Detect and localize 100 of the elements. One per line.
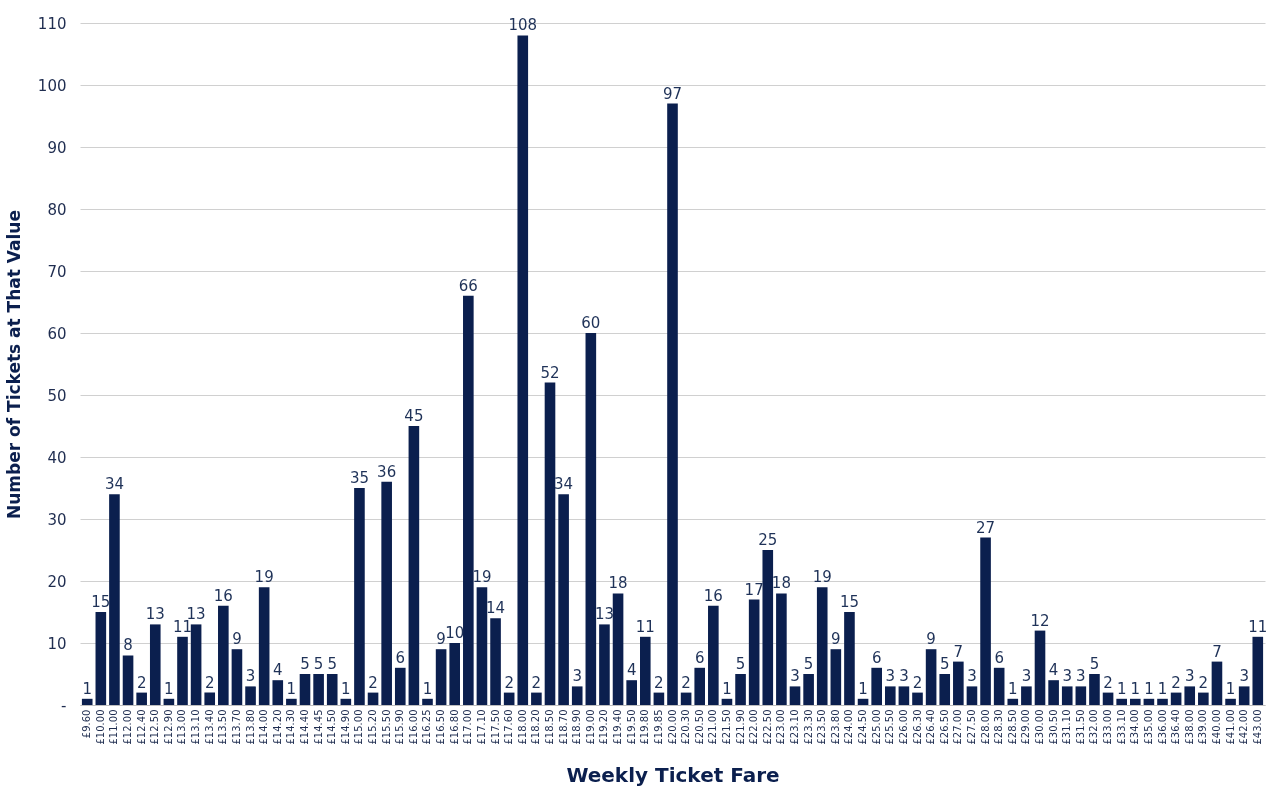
data-label: 52	[540, 363, 560, 382]
data-label: 3	[967, 667, 977, 686]
bar	[585, 333, 597, 705]
x-tick-label: £29.00	[1020, 709, 1032, 745]
bar	[1170, 692, 1182, 705]
x-tick-label: £17.60	[503, 709, 515, 745]
bar	[830, 649, 842, 705]
x-tick-label: £20.30	[680, 709, 692, 745]
bar	[367, 692, 379, 705]
y-tick-label: 80	[47, 200, 67, 219]
y-tick-label: 90	[47, 138, 67, 157]
data-label: 5	[300, 655, 310, 673]
y-tick-label: 20	[47, 572, 67, 591]
x-tick-label: £13.80	[244, 709, 256, 745]
data-label: 25	[758, 531, 778, 549]
data-label: 1	[422, 679, 433, 698]
x-tick-label: £21.90	[734, 709, 746, 745]
x-tick-label: £13.10	[190, 709, 202, 745]
x-tick-label: £36.00	[1156, 709, 1168, 745]
bar	[122, 655, 134, 705]
data-label: 2	[1171, 673, 1181, 692]
x-tick-label: £20.50	[693, 709, 705, 745]
x-tick-label: £43.00	[1251, 709, 1263, 745]
x-tick-label: £30.00	[1034, 709, 1046, 745]
x-tick-label: £30.50	[1047, 709, 1059, 745]
x-tick-label: £17.50	[489, 709, 501, 745]
bar	[531, 692, 542, 705]
x-tick-label: £26.00	[897, 709, 909, 745]
x-tick-label: £18.00	[516, 709, 528, 745]
bar	[993, 667, 1005, 705]
bar	[939, 674, 951, 705]
bar	[1143, 698, 1155, 705]
data-label: 2	[1198, 673, 1209, 692]
x-tick-label: £19.50	[625, 709, 637, 745]
bar	[1021, 686, 1032, 705]
data-label: 11	[1248, 617, 1268, 636]
x-tick-label: £14.45	[312, 709, 324, 745]
x-tick-label: £19.80	[639, 709, 651, 745]
data-label: 3	[572, 667, 582, 686]
bar	[966, 686, 978, 705]
data-label: 1	[1116, 679, 1127, 698]
bar	[476, 587, 488, 705]
data-label: 34	[554, 475, 574, 494]
x-tick-label: £36.40	[1170, 709, 1182, 745]
x-tick-label: £24.50	[857, 709, 869, 745]
y-axis-title: Number of Tickets at That Value	[3, 210, 24, 519]
x-tick-label: £23.00	[775, 709, 787, 745]
data-label: 2	[204, 673, 215, 692]
data-label: 6	[694, 648, 705, 667]
x-tick-label: £23.10	[789, 709, 800, 745]
data-label: 11	[635, 617, 655, 636]
bar	[1007, 698, 1019, 705]
data-label: 1	[1225, 679, 1236, 698]
bar	[1225, 698, 1236, 705]
x-tick-label: £14.90	[339, 709, 351, 745]
x-tick-label: £40.00	[1210, 709, 1222, 745]
x-tick-label: £14.50	[326, 709, 338, 745]
data-label: 1	[1144, 679, 1154, 698]
bar	[190, 624, 202, 705]
bar	[953, 661, 964, 705]
bar	[1034, 630, 1046, 705]
x-tick-label: £14.30	[285, 709, 297, 745]
data-label: 6	[395, 648, 406, 667]
bar	[599, 624, 610, 705]
data-label: 1	[1130, 679, 1141, 698]
bar	[245, 686, 256, 705]
x-tick-label: £38.00	[1183, 709, 1195, 745]
x-tick-label: £20.00	[666, 709, 678, 745]
data-label: 35	[349, 469, 369, 487]
x-tick-label: £23.50	[816, 709, 828, 745]
x-tick-label: £26.30	[911, 709, 923, 745]
bar	[776, 593, 787, 705]
data-label: 1	[286, 679, 297, 698]
bar	[313, 674, 324, 705]
data-label: 5	[327, 655, 337, 673]
x-tick-label: £19.20	[598, 709, 610, 745]
bar	[912, 692, 923, 705]
x-tick-label: £15.20	[367, 709, 379, 745]
bar	[81, 698, 93, 705]
data-label: 3	[245, 667, 256, 686]
data-label: 2	[504, 673, 514, 692]
y-tick-label: 60	[47, 324, 67, 343]
bar	[857, 698, 869, 705]
x-tick-label: £28.30	[993, 709, 1005, 745]
x-tick-label: £25.00	[870, 709, 882, 745]
bar	[1075, 686, 1087, 705]
bar	[1198, 692, 1209, 705]
data-label: 2	[681, 673, 691, 692]
x-tick-label: £41.00	[1224, 709, 1236, 745]
bar	[1116, 698, 1127, 705]
bar	[626, 680, 637, 705]
data-label: 15	[91, 593, 111, 611]
data-label: 5	[313, 655, 324, 673]
x-tick-label: £27.50	[965, 709, 977, 745]
bar	[136, 692, 147, 705]
data-label: 1	[82, 679, 92, 698]
x-tick-label: £26.50	[938, 709, 950, 745]
data-label: 3	[1062, 667, 1072, 686]
data-label: 19	[812, 568, 832, 587]
data-label: 1	[722, 679, 732, 698]
